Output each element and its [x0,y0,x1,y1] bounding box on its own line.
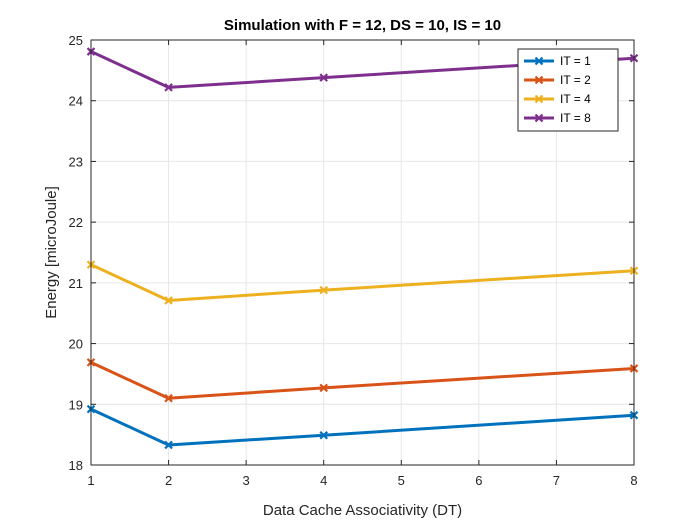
y-tick-label: 19 [69,397,83,412]
data-point [164,440,173,450]
legend-marker [534,75,544,85]
x-tick-label: 5 [398,473,405,488]
legend-item: IT = 8 [524,111,591,125]
y-tick-label: 18 [69,458,83,473]
data-point [319,430,328,440]
legend-label: IT = 8 [560,111,591,125]
legend-marker [534,94,544,104]
x-tick-label: 7 [553,473,560,488]
y-tick-label: 25 [69,33,83,48]
series-line-it-3 [90,263,635,302]
x-axis-label: Data Cache Associativity (DT) [263,502,462,519]
x-tick-label: 3 [243,473,250,488]
legend: IT = 1 IT = 2 IT = 4 IT = 8 [517,48,619,132]
chart-title: Simulation with F = 12, DS = 10, IS = 10 [224,17,501,34]
legend-item: IT = 1 [524,54,591,68]
y-tick-label: 23 [69,154,83,169]
axes-box [90,39,635,466]
legend-label: IT = 4 [560,92,591,106]
series-group [86,47,639,450]
data-point [164,296,173,305]
data-point [164,393,173,403]
y-axis-label: Energy [microJoule] [43,186,60,319]
series-line-it-1 [90,407,635,447]
x-tick-label: 4 [320,473,327,488]
data-point [164,83,173,92]
legend-label: IT = 2 [560,73,591,87]
series-line-it-4 [90,50,635,89]
x-tick-label: 8 [630,473,637,488]
legend-marker [534,56,544,66]
legend-item: IT = 2 [524,73,591,87]
legend-label: IT = 1 [560,54,591,68]
data-point [319,73,328,82]
data-point [319,383,328,393]
series-line-it-2 [90,361,635,400]
y-tick-label: 24 [69,94,83,109]
legend-marker [534,113,544,123]
data-point [319,285,328,295]
y-tick-label: 20 [69,337,83,352]
y-tick-label: 21 [69,276,83,291]
x-tick-label: 6 [475,473,482,488]
legend-item: IT = 4 [524,92,591,106]
x-tick-label: 1 [87,473,94,488]
y-tick-label: 22 [69,215,83,230]
x-tick-label: 2 [165,473,172,488]
